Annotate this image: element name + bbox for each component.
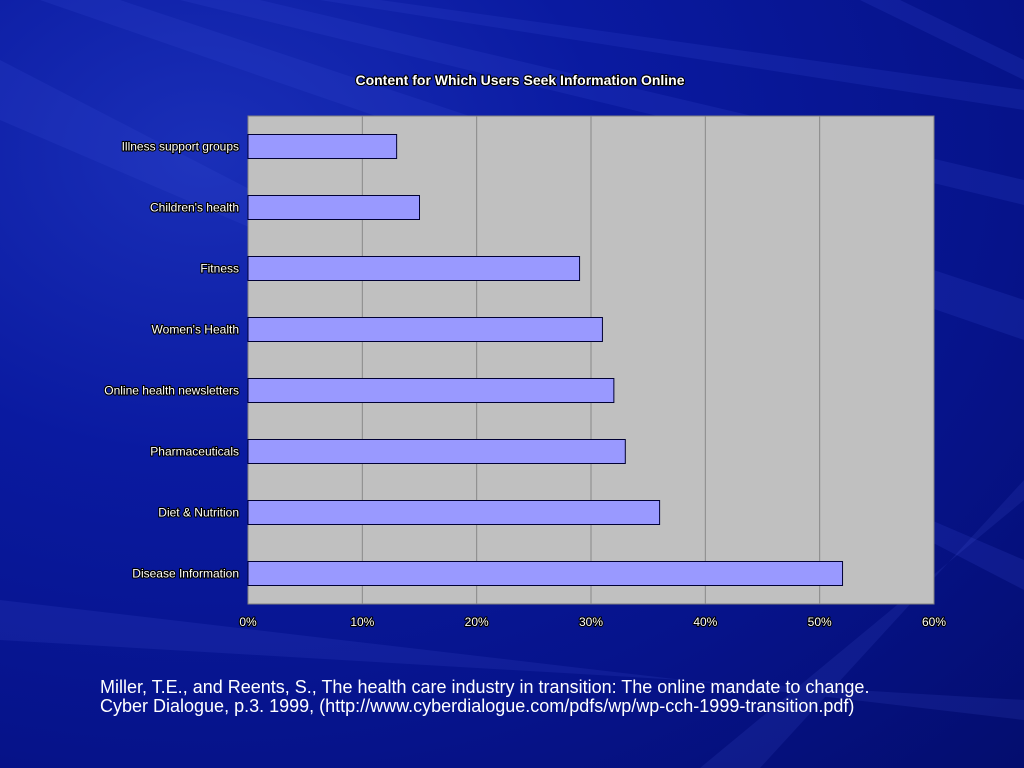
x-tick-label: 30%: [579, 615, 603, 629]
citation-line-2: Cyber Dialogue, p.3. 1999, (http://www.c…: [100, 696, 855, 716]
x-tick-label: 40%: [693, 615, 717, 629]
x-tick-label: 10%: [350, 615, 374, 629]
x-tick-label: 50%: [808, 615, 832, 629]
bar: [247, 378, 615, 403]
bar: [247, 134, 398, 159]
bar: [247, 317, 603, 342]
bar: [247, 561, 844, 586]
bar: [247, 439, 626, 464]
category-label: Fitness: [200, 262, 239, 276]
category-label: Women's Health: [152, 323, 239, 337]
x-axis-tick-labels: 0% 10% 20% 30% 40% 50% 60%: [238, 614, 947, 630]
category-label: Pharmaceuticals: [150, 445, 239, 459]
bars: [247, 134, 844, 586]
category-label: Children's health: [150, 201, 239, 215]
bar: [247, 500, 661, 525]
x-tick-label: 20%: [465, 615, 489, 629]
bar: [247, 256, 581, 281]
bar: [247, 195, 420, 220]
chart-title: Content for Which Users Seek Information…: [355, 72, 684, 88]
x-tick-label: 0%: [239, 615, 257, 629]
category-labels: Illness support groups Children's health F…: [103, 138, 240, 581]
category-label: Illness support groups: [122, 140, 239, 154]
category-label: Online health newsletters: [104, 384, 239, 398]
citation-line-1: Miller, T.E., and Reents, S., The health…: [100, 677, 870, 697]
category-label: Diet & Nutrition: [158, 506, 239, 520]
category-label: Disease Information: [132, 567, 239, 581]
x-tick-label: 60%: [922, 615, 946, 629]
citation: Miller, T.E., and Reents, S., The health…: [100, 678, 1000, 716]
